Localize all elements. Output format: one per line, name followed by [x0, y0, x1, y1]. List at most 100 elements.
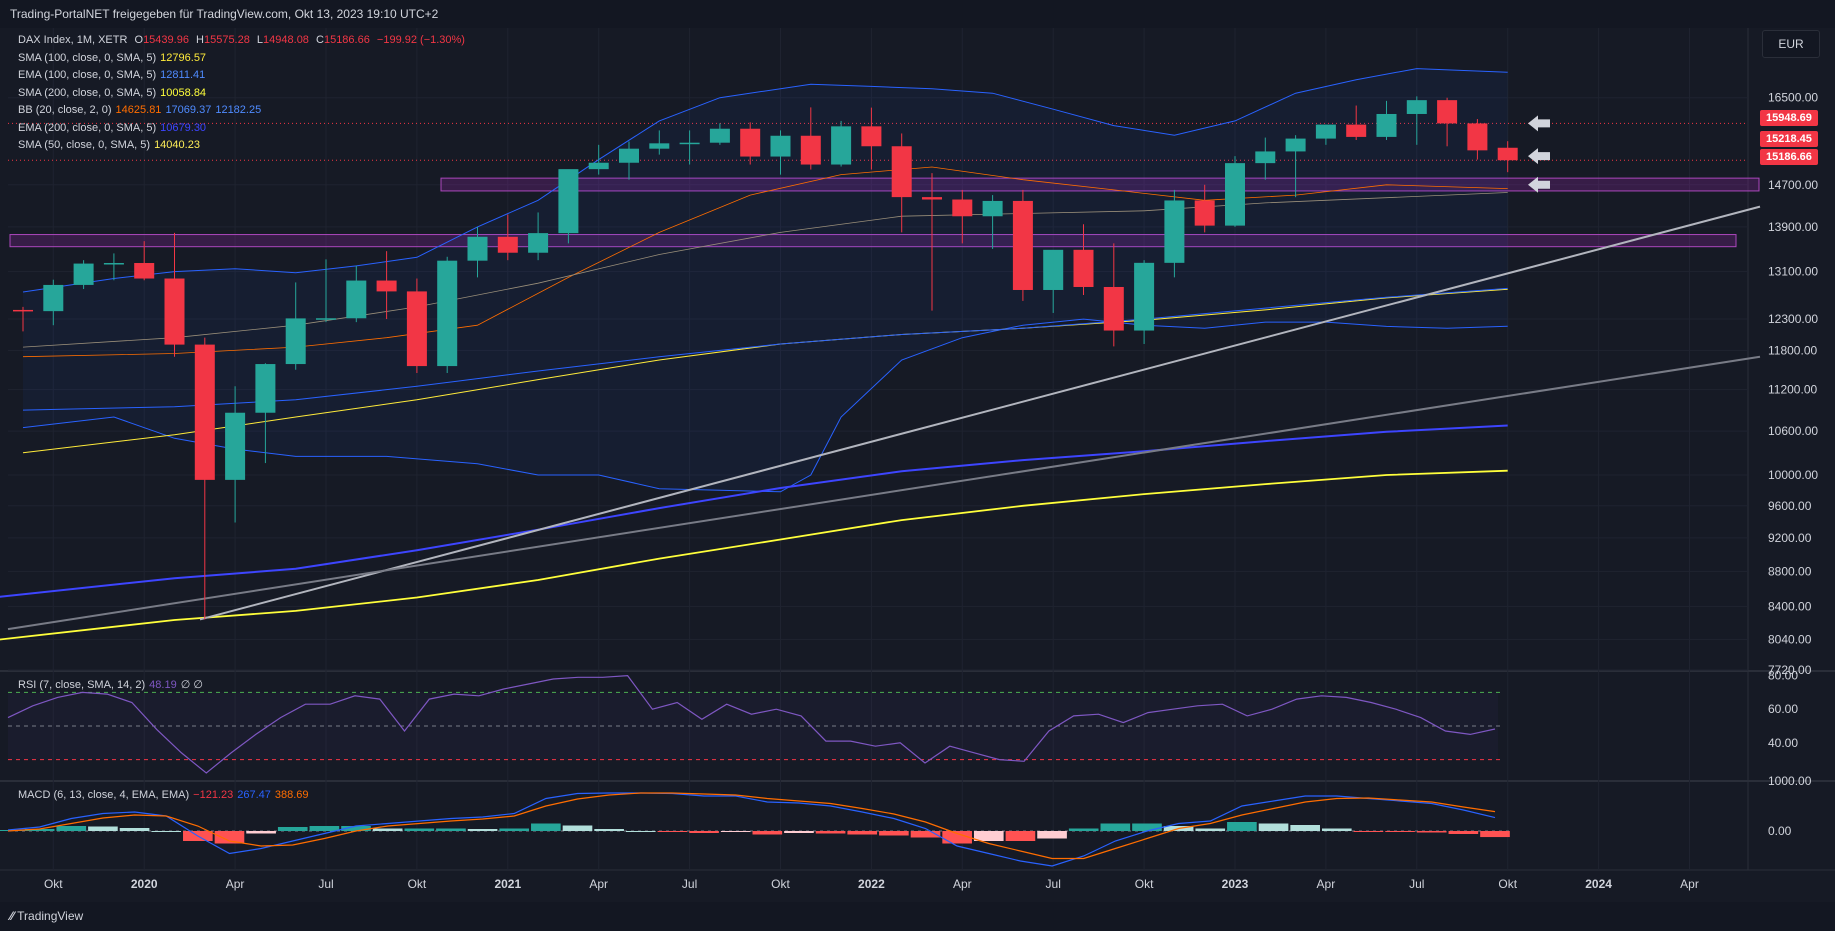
price-axis-label: 8400.00 — [1768, 599, 1812, 613]
macd-hist-bar — [720, 831, 751, 832]
tradingview-logo[interactable]: ⁄⁄ TradingView — [10, 902, 83, 931]
time-axis-label: Jul — [1046, 877, 1061, 891]
candle-body — [528, 233, 549, 253]
candle-body — [1164, 200, 1185, 263]
macd-hist-bar — [1037, 831, 1067, 839]
price-axis: 16500.00 14700.00 13900.00 13100.00 12300.00… — [1768, 91, 1818, 677]
legend-sma200-row[interactable]: SMA (200, close, 0, SMA, 5) 10058.84 — [18, 85, 469, 103]
legend-symbol: DAX Index, 1M, XETR — [18, 34, 128, 46]
legend-c-label: C — [316, 34, 324, 46]
candle-body — [406, 291, 427, 367]
macd-hist-bar — [214, 831, 245, 844]
candle-2022-07 — [1043, 249, 1064, 313]
macd-hist-bar — [657, 831, 688, 832]
rsi-axis-label: 80.00 — [1768, 669, 1798, 683]
time-axis-label: 2021 — [494, 877, 521, 891]
macd-hist-bar — [151, 831, 182, 832]
candle-body — [1255, 151, 1276, 164]
price-axis-label: 10000.00 — [1768, 468, 1818, 482]
rsi-legend-extra: ∅ ∅ — [180, 679, 203, 691]
legend-h-label: H — [196, 34, 204, 46]
candle-body — [1134, 262, 1155, 331]
candle-body — [346, 280, 367, 319]
macd-legend-label: MACD (6, 13, close, 4, EMA, EMA) — [18, 789, 190, 801]
candle-body — [103, 263, 124, 265]
macd-hist-bar — [1227, 822, 1257, 831]
legend-symbol-row[interactable]: DAX Index, 1M, XETR O15439.96 H15575.28 … — [18, 32, 469, 50]
legend-ema200-row[interactable]: EMA (200, close, 0, SMA, 5) 10679.30 — [18, 120, 469, 138]
trendline-lower — [7, 355, 1761, 631]
legend-sma100-row[interactable]: SMA (100, close, 0, SMA, 5) 12796.57 — [18, 50, 469, 68]
rsi-legend-value: 48.19 — [149, 679, 177, 691]
arrow-marker-1 — [1528, 115, 1550, 132]
candle-2021-02 — [528, 212, 549, 261]
candle-2020-11 — [437, 256, 458, 374]
time-axis-label: Jul — [682, 877, 697, 891]
candle-body — [285, 318, 306, 365]
candle-2022-12 — [1194, 184, 1215, 233]
tradingview-logo-icon: ⁄⁄ — [10, 909, 15, 923]
bollinger-band-fill — [23, 68, 1508, 492]
candle-body — [194, 344, 215, 480]
macd-hist-bar — [752, 831, 783, 835]
macd-hist-bar — [942, 831, 972, 844]
price-axis-label: 11800.00 — [1768, 343, 1817, 357]
candle-2020-12 — [467, 226, 488, 278]
macd-hist-bar — [784, 831, 814, 833]
candle-body — [1406, 100, 1427, 114]
candle-body — [134, 263, 155, 279]
legend-sma50-row[interactable]: SMA (50, close, 0, SMA, 5) 14040.23 — [18, 137, 469, 155]
candles — [13, 96, 1518, 620]
candle-body — [982, 200, 1003, 217]
macd-axis-label: 0.00 — [1768, 824, 1792, 838]
macd-hist-bar — [88, 826, 118, 831]
time-axis-label: 2022 — [858, 877, 885, 891]
legend-ema100-value: 12811.41 — [160, 69, 206, 81]
macd-hist-bar — [879, 831, 909, 836]
macd-legend-macd: 267.47 — [237, 789, 271, 801]
legend-ema200-value: 10679.30 — [160, 121, 207, 134]
macd-hist-bar — [1448, 831, 1479, 834]
trendline-upper — [199, 205, 1761, 621]
candle-body — [73, 263, 94, 285]
time-axis-label: Okt — [771, 877, 790, 891]
macd-legend-hist: −121.23 — [193, 789, 234, 801]
candle-body — [1285, 138, 1306, 152]
price-tag-last: 15186.66 — [1760, 149, 1818, 165]
macd-axis: 1000.00 0.00 — [1768, 774, 1812, 838]
candle-2021-01 — [497, 214, 518, 261]
candle-body — [467, 236, 488, 261]
candle-body — [1012, 200, 1033, 290]
macd-hist-bar — [309, 826, 340, 831]
candle-body — [497, 236, 518, 253]
candle-body — [316, 318, 336, 320]
legend-ema100-row[interactable]: EMA (100, close, 0, SMA, 5) 12811.41 — [18, 67, 469, 85]
macd-hist-bar — [436, 828, 466, 831]
candle-2020-01 — [134, 241, 155, 281]
macd-line — [7, 792, 1496, 867]
legend-bb-lower: 12182.25 — [215, 104, 262, 116]
currency-button[interactable]: EUR — [1762, 30, 1820, 58]
rsi-line — [7, 674, 1496, 774]
time-axis-label: Apr — [1680, 877, 1699, 891]
candle-2022-03 — [922, 173, 942, 311]
price-axis-label: 9600.00 — [1768, 499, 1812, 513]
time-axis-label: Apr — [589, 877, 608, 891]
time-axis-label: Apr — [1317, 877, 1336, 891]
candle-2022-05 — [982, 195, 1003, 249]
macd-hist-bar — [1353, 831, 1384, 832]
candle-body — [619, 148, 639, 163]
candle-body — [376, 280, 397, 292]
macd-legend[interactable]: MACD (6, 13, close, 4, EMA, EMA) −121.23 2… — [18, 787, 313, 805]
legend-bb-row[interactable]: BB (20, close, 2, 0) 14625.81 17069.37 1218… — [18, 102, 469, 120]
macd-hist-bar — [277, 827, 308, 831]
candle-2022-09 — [1103, 243, 1124, 347]
candle-body — [13, 309, 33, 312]
candle-2020-04 — [225, 386, 246, 523]
candle-2023-09 — [1467, 119, 1488, 160]
rsi-legend[interactable]: RSI (7, close, SMA, 14, 2) 48.19 ∅ ∅ — [18, 677, 207, 695]
macd-hist-bar — [1321, 828, 1352, 831]
candle-body — [1376, 113, 1397, 137]
macd-hist-bar — [372, 828, 403, 831]
